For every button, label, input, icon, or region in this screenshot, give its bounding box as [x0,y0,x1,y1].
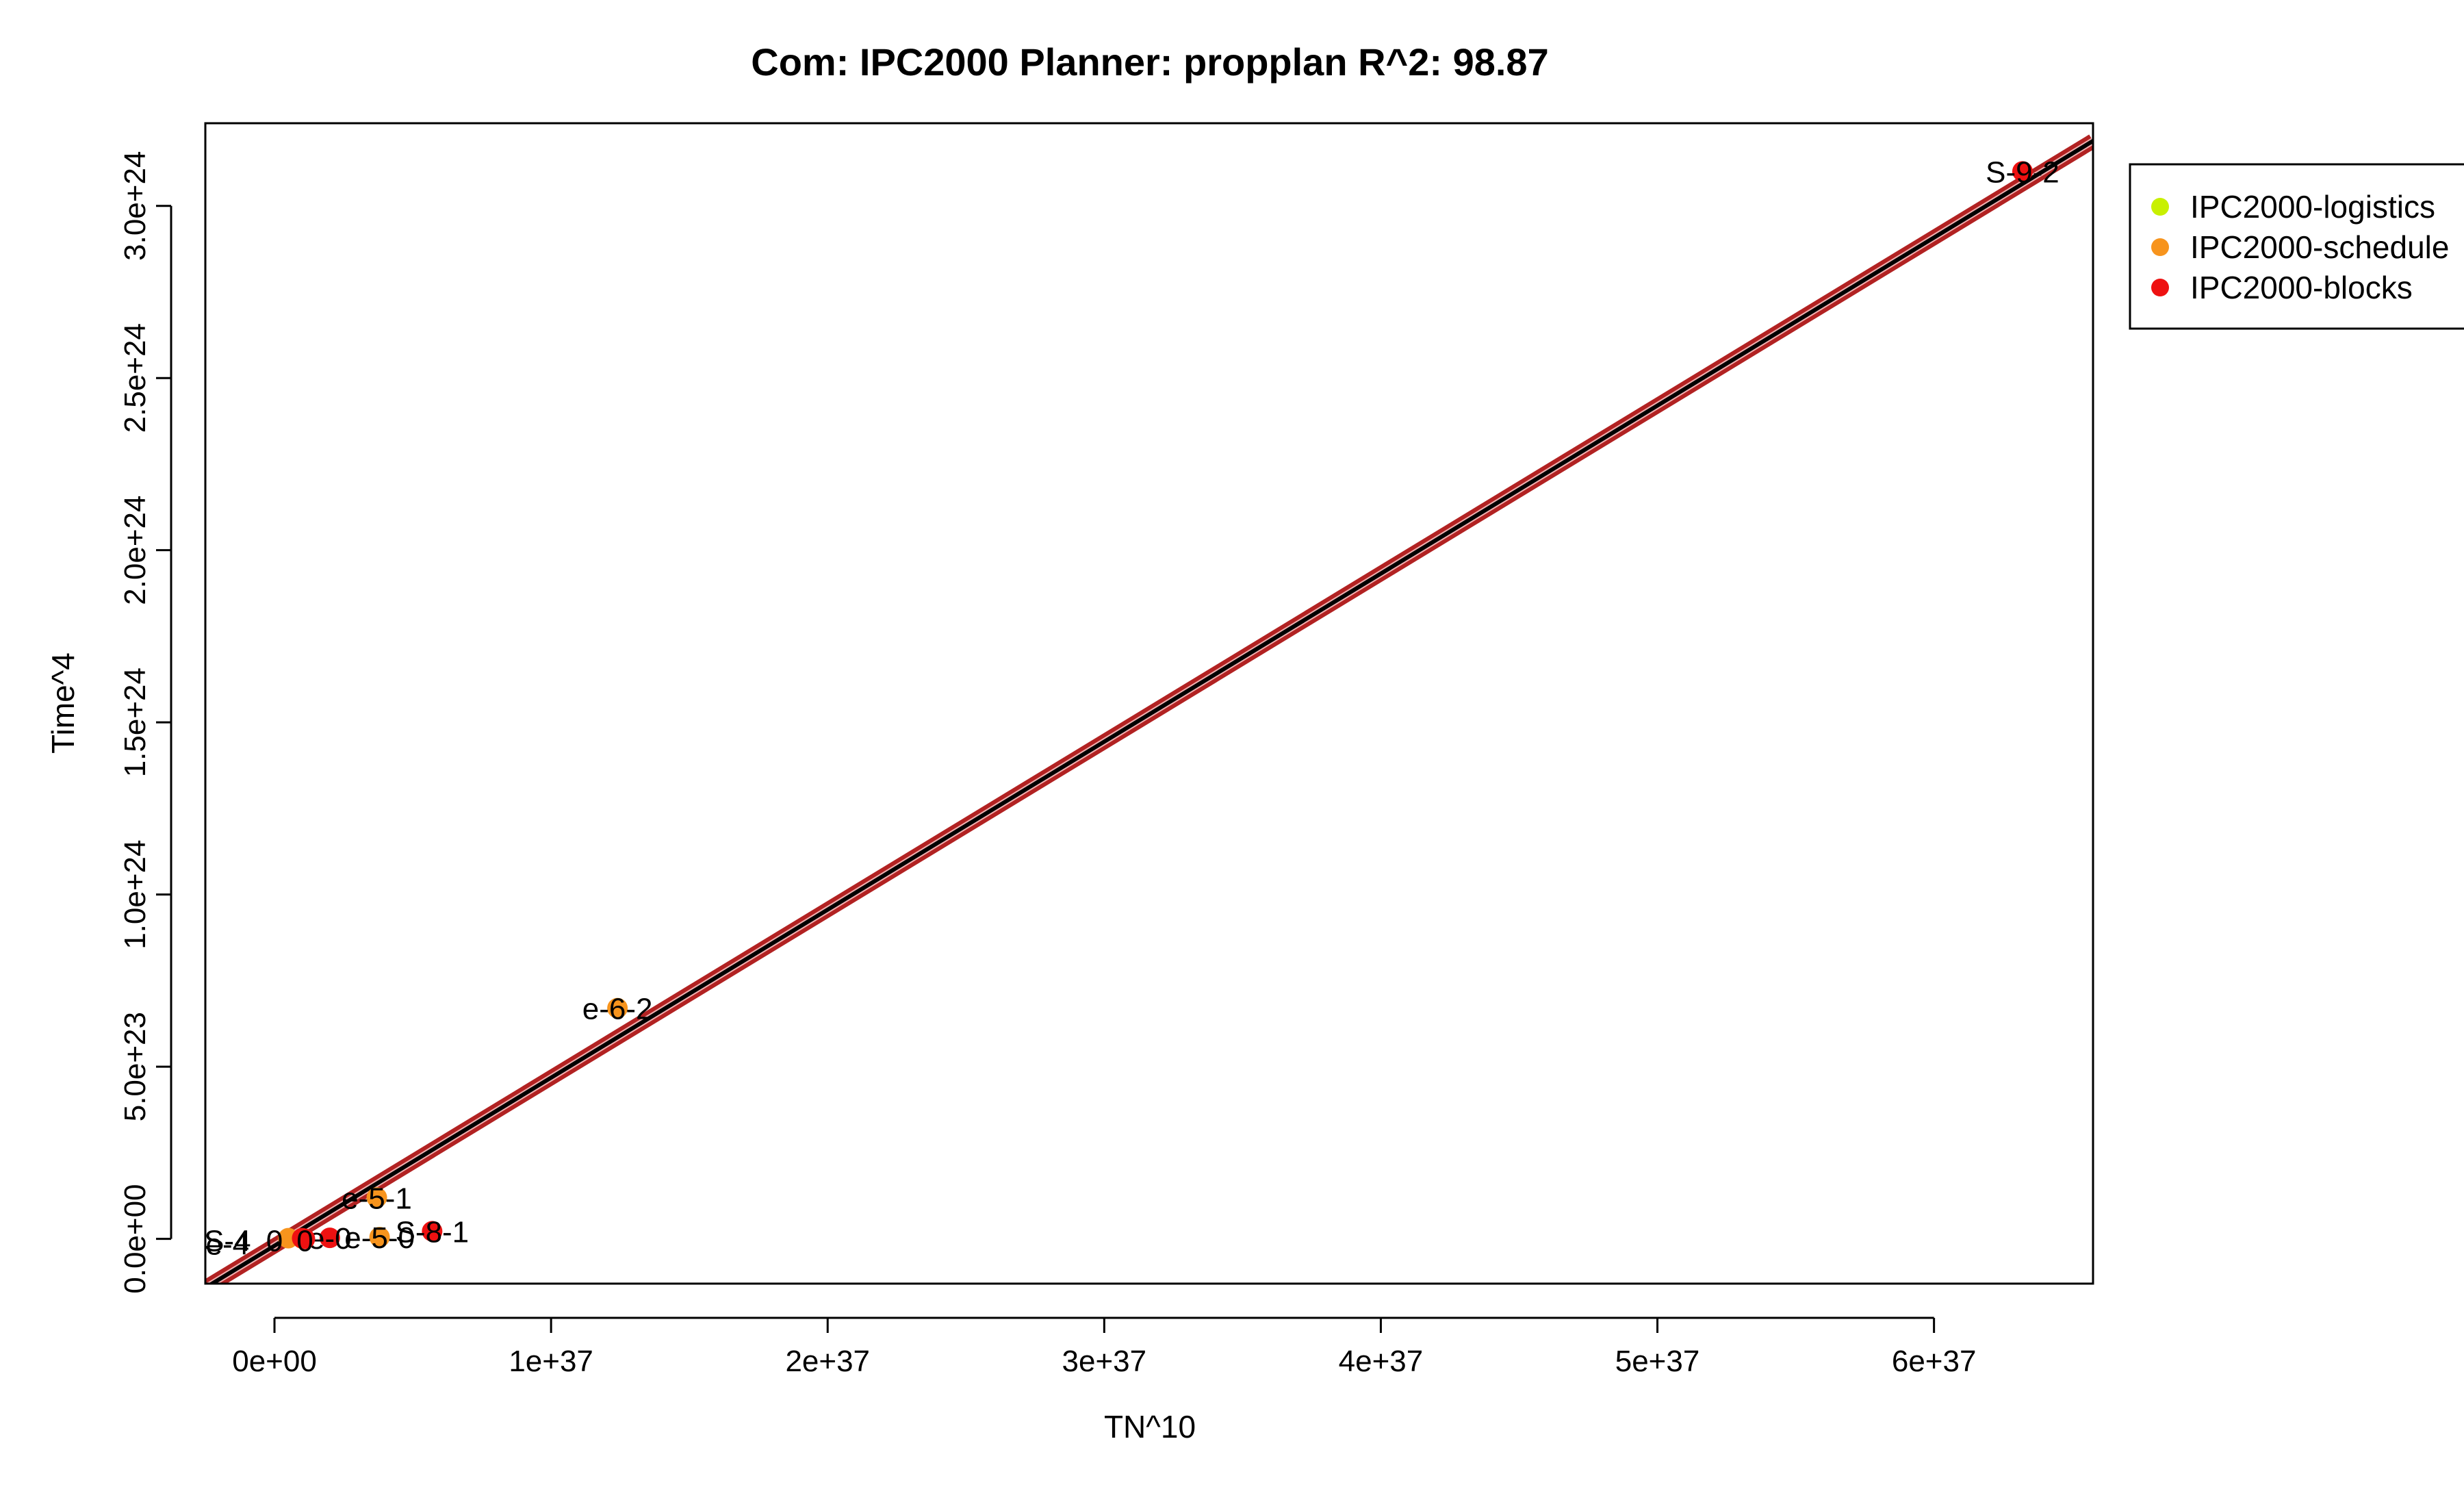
point-label: e-5-1 [342,1182,412,1215]
data-point [2012,161,2033,182]
y-axis-label: Time^4 [45,652,81,754]
legend-marker [2151,238,2169,256]
x-axis-label: TN^10 [1104,1409,1196,1445]
cluster-label: 0 [296,1225,313,1258]
legend-label: IPC2000-logistics [2190,189,2435,225]
point-label: S-8-1 [396,1216,470,1249]
point-label: e-6-2 [582,993,653,1026]
x-tick-label: 6e+37 [1892,1345,1977,1378]
y-tick-label: 2.5e+24 [118,323,152,433]
cluster-label: 0 [266,1225,283,1258]
data-point [422,1221,443,1242]
x-tick-label: 1e+37 [509,1345,593,1378]
x-tick-label: 5e+37 [1615,1345,1700,1378]
plot-frame [204,122,2094,1285]
x-axis: 0e+00 1e+37 2e+37 3e+37 4e+37 5e+37 6e+37 [232,1316,1977,1378]
x-tick-label: 4e+37 [1339,1345,1424,1378]
legend-box [2129,163,2464,330]
chart-title: Com: IPC2000 Planner: propplan R^2: 98.8… [751,40,1548,84]
y-tick-label: 3.0e+24 [118,151,152,261]
data-point [607,997,628,1019]
point-label: S-9-2 [1986,155,2059,189]
y-tick-label: 5.0e+23 [118,1012,152,1121]
legend-marker [2151,279,2169,296]
legend-label: IPC2000-blocks [2190,270,2413,305]
y-tick-label: 1.0e+24 [118,840,152,950]
x-tick-label: 3e+37 [1062,1345,1147,1378]
data-point [366,1187,387,1208]
plot-area: e-6-2 e-5-1 e-5-0 S-9-2 S-8-1 e-0 S-4e-4 0 0 [204,122,2094,1285]
legend-label: IPC2000-schedule [2190,229,2449,265]
regression-line [208,139,2093,1284]
y-tick-label: 1.5e+24 [118,667,152,777]
legend: IPC2000-logistics IPC2000-schedule IPC2000… [2129,163,2464,330]
y-tick-label: 0.0e+00 [118,1184,152,1293]
x-tick-label: 0e+00 [232,1345,317,1378]
x-tick-label: 2e+37 [785,1345,870,1378]
point-label: e-5-0 [344,1221,415,1255]
data-point [319,1227,340,1249]
legend-marker [2151,198,2169,216]
cluster-label: e-4 [206,1228,250,1262]
data-point [294,1228,316,1249]
cluster-label: S-4 [204,1225,251,1258]
point-label: e-0 [308,1222,352,1256]
y-tick-label: 2.0e+24 [118,496,152,605]
y-axis: 0.0e+00 5.0e+23 1.0e+24 1.5e+24 2.0e+24 2.5e+… [118,151,172,1294]
data-point [369,1227,390,1248]
